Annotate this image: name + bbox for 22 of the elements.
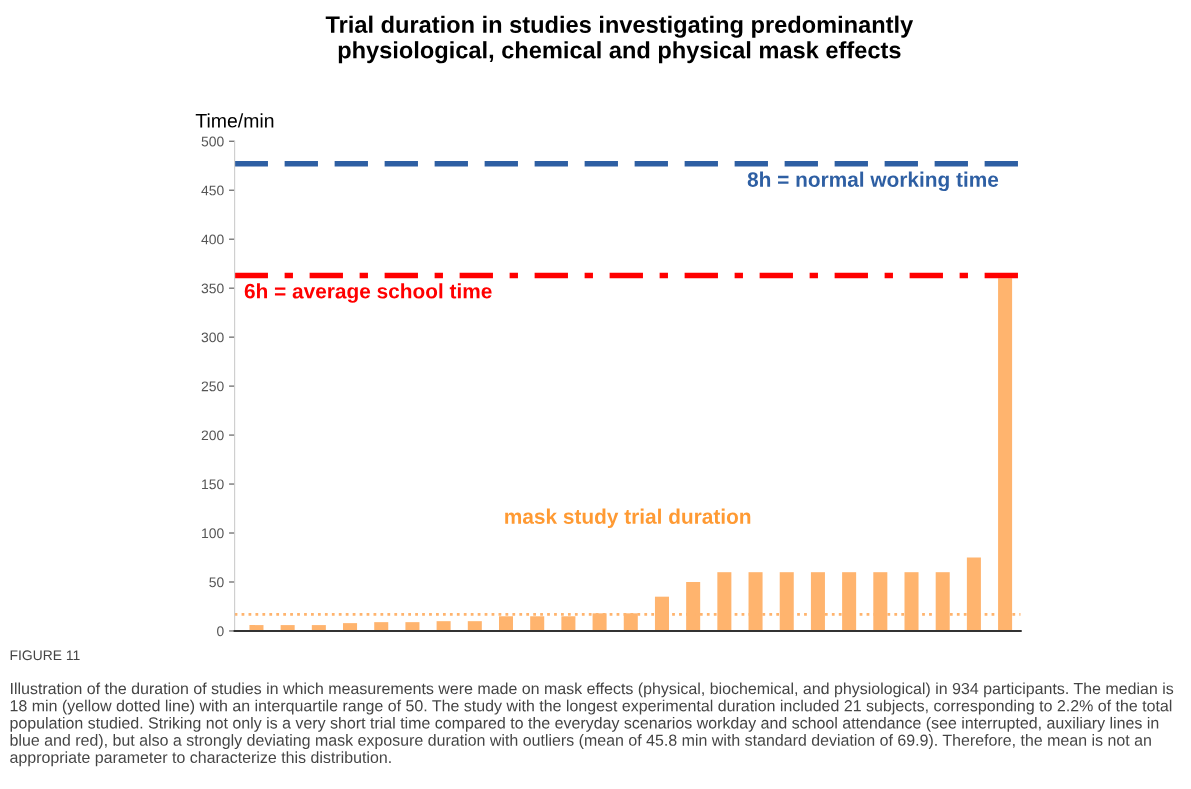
text: Illustration of the duration of studies in which measurements were made on mask effects (physical, biochemical, and physiological) in 934 participants. The median is 18 min (yellow dotted line) with an interquartile range of 50. The study with the longest experimental duration included 21 subjects, corresponding to 2.2% of the total population studied. Striking not only is a very short trial time compared to the everyday scenarios workday and school attendance (see interrupted, auxiliary lines in blue and red), but also a strongly deviating mask exposure duration with outliers (mean of 45.8 min with standard deviation of 69.9). Therefore, the mean is not an appropriate parameter to characterize this distribution. bbox=[10, 682, 1174, 767]
y-tick-label: 300 bbox=[201, 332, 224, 343]
y-tick-label: 500 bbox=[201, 136, 224, 147]
y-tick-label: 350 bbox=[201, 283, 224, 294]
y-tick-label: 250 bbox=[201, 381, 224, 392]
ref-line-label: 6h = average school time bbox=[244, 283, 492, 303]
y-tick-label: 200 bbox=[201, 430, 224, 441]
text: mask study trial duration bbox=[505, 508, 751, 529]
y-tick-label: 50 bbox=[209, 577, 224, 588]
ref-line-label: 8h = normal working time bbox=[747, 171, 999, 192]
y-tick-label: 400 bbox=[201, 234, 224, 245]
bar bbox=[467, 621, 482, 631]
caption: FIGURE 11 bbox=[10, 650, 80, 661]
bar bbox=[374, 622, 389, 631]
y-tick-label: 100 bbox=[202, 528, 224, 539]
y-axis-title: Time/min bbox=[195, 113, 274, 128]
y-tick-label: 450 bbox=[201, 185, 224, 196]
chart-title: Trial duration in studies investigating predominantly physiological, chemical and physical mask effects bbox=[325, 15, 914, 64]
bar bbox=[405, 622, 420, 631]
y-tick-label: 150 bbox=[202, 479, 224, 490]
bar bbox=[436, 621, 451, 631]
y-tick-label: 0 bbox=[217, 626, 224, 637]
